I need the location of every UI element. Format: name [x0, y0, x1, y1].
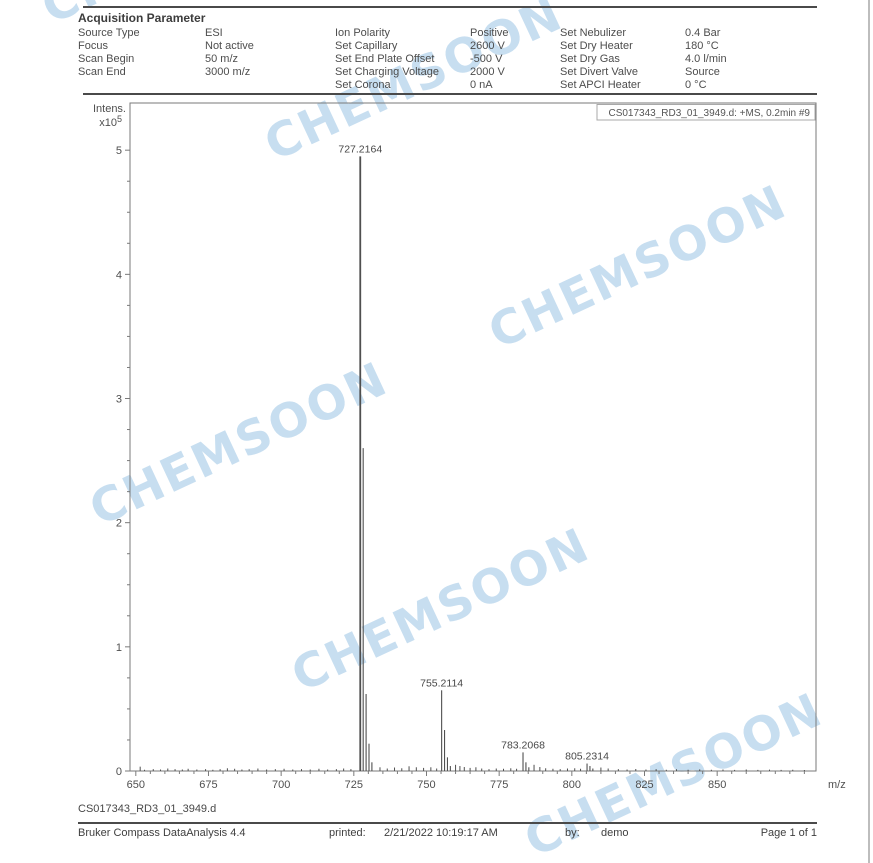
x-tick-label: 800 [563, 779, 581, 791]
param-column-3: Set Nebulizer 0.4 Bar Set Dry Heater 180 °… [560, 27, 727, 92]
footer-by-label: by: [565, 827, 580, 839]
x-tick-label: 775 [490, 779, 508, 791]
param-row: Set Corona 0 nA [335, 79, 509, 92]
param-row: Set Capillary 2600 V [335, 40, 509, 53]
footer-page-number: Page 1 of 1 [760, 827, 817, 839]
param-value: ESI [205, 27, 223, 39]
param-row: Scan Begin 50 m/z [78, 53, 254, 66]
param-label: Set Charging Voltage [335, 66, 439, 78]
peak-label: 805.2314 [565, 751, 609, 763]
param-row: Scan End 3000 m/z [78, 66, 254, 79]
param-value: 0 nA [470, 79, 493, 91]
y-tick-label: 0 [116, 766, 122, 778]
footer-rule [78, 822, 817, 824]
x-axis-unit-label: m/z [828, 779, 846, 791]
footer-printed-value: 2/21/2022 10:19:17 AM [384, 827, 498, 839]
param-row: Focus Not active [78, 40, 254, 53]
param-label: Ion Polarity [335, 27, 391, 39]
footer-app-name: Bruker Compass DataAnalysis 4.4 [78, 827, 246, 839]
param-label: Set Nebulizer [560, 27, 627, 39]
param-label: Set Divert Valve [560, 66, 639, 78]
param-value: -500 V [470, 53, 503, 65]
plot-border [129, 102, 817, 772]
page-edge-line [868, 0, 870, 863]
acquisition-parameter-title: Acquisition Parameter [78, 11, 206, 25]
param-value: Not active [205, 40, 254, 52]
param-value: 180 °C [685, 40, 719, 52]
scan-annotation-text: CS017343_RD3_01_3949.d: +MS, 0.2min #9 [608, 108, 810, 119]
param-row: Set End Plate Offset -500 V [335, 53, 509, 66]
x-tick-label: 650 [127, 779, 145, 791]
param-column-1: Source Type ESI Focus Not active Scan Begi… [78, 27, 254, 79]
x-tick-label: 675 [199, 779, 217, 791]
source-file-caption: CS017343_RD3_01_3949.d [78, 803, 217, 815]
param-value: 0.4 Bar [685, 27, 721, 39]
param-value: 2600 V [470, 40, 505, 52]
param-value: Positive [470, 27, 509, 39]
param-row: Source Type ESI [78, 27, 254, 40]
x-tick-label: 750 [417, 779, 435, 791]
param-row: Set APCI Heater 0 °C [560, 79, 727, 92]
param-value: 2000 V [470, 66, 505, 78]
section-rule [83, 93, 817, 95]
param-column-2: Ion Polarity Positive Set Capillary 2600 V… [335, 27, 509, 92]
param-label: Set End Plate Offset [335, 53, 435, 65]
peak-label: 783.2068 [501, 739, 545, 751]
param-row: Set Charging Voltage 2000 V [335, 66, 509, 79]
param-row: Set Dry Heater 180 °C [560, 40, 727, 53]
param-label: Set Dry Heater [560, 40, 633, 52]
y-axis-scale-label: x105 [99, 114, 122, 129]
param-value: 3000 m/z [205, 66, 251, 78]
param-row: Set Dry Gas 4.0 l/min [560, 53, 727, 66]
peak-label: 755.2114 [420, 677, 463, 689]
param-label: Set Dry Gas [560, 53, 620, 65]
x-tick-label: 725 [345, 779, 363, 791]
y-tick-label: 2 [116, 518, 122, 530]
param-label: Set Capillary [335, 40, 398, 52]
param-value: Source [685, 66, 720, 78]
param-value: 50 m/z [205, 53, 239, 65]
param-label: Set Corona [335, 79, 391, 91]
y-tick-label: 5 [116, 145, 122, 157]
x-tick-label: 700 [272, 779, 290, 791]
footer-by-value: demo [601, 827, 629, 839]
y-tick-label: 3 [116, 394, 122, 406]
y-tick-label: 1 [116, 642, 122, 654]
footer-printed-label: printed: [329, 827, 366, 839]
param-value: 0 °C [685, 79, 707, 91]
y-axis-title: Intens. [93, 103, 126, 115]
peak-label: 727.2164 [338, 143, 382, 155]
param-row: Set Nebulizer 0.4 Bar [560, 27, 727, 40]
param-row: Set Divert Valve Source [560, 66, 727, 79]
param-label: Set APCI Heater [560, 79, 641, 91]
mass-spectrum-chart: 650 675 700 725 750 775 800 825 850 m/z 0 1 2 3 4 5 Inte… [93, 102, 846, 791]
scan-annotation-box [596, 104, 816, 121]
param-label: Source Type [78, 27, 140, 39]
param-value: 4.0 l/min [685, 53, 727, 65]
param-row: Ion Polarity Positive [335, 27, 509, 40]
param-label: Scan Begin [78, 53, 135, 65]
param-label: Focus [78, 40, 108, 52]
top-rule [83, 6, 817, 8]
param-label: Scan End [78, 66, 126, 78]
y-tick-label: 4 [116, 269, 122, 281]
x-tick-label: 850 [708, 779, 726, 791]
x-tick-label: 825 [635, 779, 653, 791]
